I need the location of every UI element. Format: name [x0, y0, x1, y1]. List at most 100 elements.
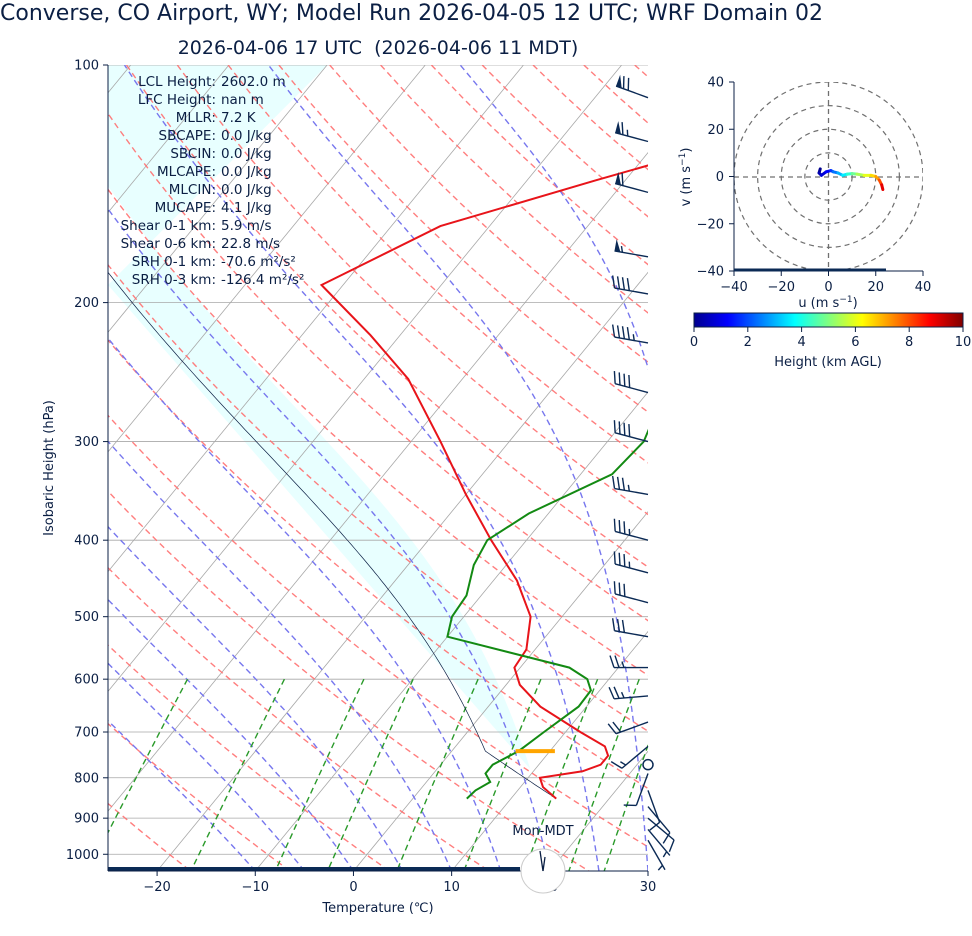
- dry-adiabat: [227, 65, 648, 464]
- barb-full: [623, 583, 626, 597]
- barb-full: [611, 275, 616, 289]
- barb-shaft: [614, 432, 649, 443]
- index-value: 7.2 K: [221, 110, 257, 126]
- isotherm-lines: [108, 65, 648, 871]
- wind-barb: [611, 324, 649, 344]
- barb-full: [621, 619, 626, 633]
- barb-flag: [614, 239, 621, 252]
- x-tick-label: 0: [349, 880, 357, 895]
- moist-adiabat: [108, 440, 453, 871]
- y-tick-label: 200: [74, 296, 99, 311]
- barb-full: [621, 172, 624, 186]
- barb-shaft: [614, 593, 649, 604]
- index-label: MUCAPE:: [155, 200, 216, 216]
- pressure-gridlines: [108, 65, 648, 855]
- isotherm-line: [108, 65, 230, 214]
- mixing-ratio-line: [523, 678, 599, 871]
- barb-full: [618, 552, 621, 566]
- x-tick-label: 10: [443, 880, 460, 895]
- index-label: LFC Height:: [138, 92, 216, 108]
- cape-shading: [108, 65, 531, 770]
- barb-full: [623, 373, 626, 387]
- barb-full: [611, 475, 616, 489]
- barb-full: [613, 371, 616, 384]
- dry-adiabat: [108, 339, 648, 790]
- index-value: 0.0 J/kg: [221, 128, 272, 144]
- barb-full: [616, 325, 621, 339]
- barb-shaft: [621, 745, 649, 769]
- clock-icon: [520, 848, 566, 894]
- barb-full: [626, 278, 630, 291]
- barb-full: [649, 821, 661, 831]
- barb-full: [611, 324, 616, 338]
- barb-full: [613, 551, 616, 565]
- hodograph-ticks: −40 −20 0 20 40 −40 −20 0 20 40: [697, 76, 932, 296]
- colorbar-label: Height (km AGL): [774, 355, 882, 370]
- skewt-plot-area: −20−100102030 10020030040050060070080090…: [42, 59, 723, 916]
- barb-full: [621, 477, 626, 491]
- wind-barb: [611, 275, 649, 295]
- y-tick-label: 400: [74, 534, 99, 549]
- colorbar-tick-label: 2: [744, 335, 752, 350]
- barb-full: [662, 832, 671, 844]
- wind-barb: [647, 790, 661, 831]
- barb-full: [618, 582, 621, 596]
- index-value: 22.8 m/s: [221, 236, 280, 252]
- mixing-ratio-line: [326, 678, 414, 871]
- barb-shaft: [614, 336, 649, 344]
- sounding-indices: LCL Height: 2602.0 m LFC Height: nan m MLLR:…: [121, 74, 305, 288]
- barb-shaft: [614, 250, 649, 258]
- isotherm-line: [353, 511, 648, 871]
- wind-barb: [608, 686, 649, 700]
- barb-flag: [616, 74, 622, 89]
- index-label: SRH 0-1 km:: [132, 254, 216, 270]
- dry-adiabat: [108, 188, 648, 677]
- barb-full: [616, 476, 621, 490]
- x-tick-label: −10: [242, 880, 269, 895]
- barb-shaft: [615, 721, 649, 735]
- dry-adiabat: [108, 414, 648, 848]
- wind-barb: [647, 817, 675, 853]
- isotherm-line: [451, 630, 648, 871]
- height-colorbar: 0 2 4 6 8 10 Height (km AGL): [690, 312, 971, 370]
- y-tick-label: 500: [74, 610, 99, 625]
- hodograph-segment: [880, 183, 885, 191]
- mixing-ratio-line: [108, 678, 189, 835]
- hodograph-x-label: u (m s−1): [798, 295, 857, 311]
- y-axis-ticks: 100 200 300 400 500 600 700 800 900 1000: [66, 59, 108, 863]
- barb-full: [613, 518, 616, 532]
- sounding-profiles: [319, 164, 648, 800]
- dewpoint-line: [446, 428, 648, 800]
- barb-full: [628, 374, 631, 388]
- barb-half: [632, 334, 635, 341]
- parcel-line: [108, 271, 557, 799]
- isotherm-line: [108, 151, 648, 812]
- barb-full: [626, 327, 630, 340]
- barb-shaft: [615, 85, 649, 99]
- moist-adiabat: [108, 662, 305, 871]
- wind-barbs: [607, 74, 675, 871]
- isotherm-line: [108, 65, 328, 333]
- index-label: SRH 0-3 km:: [132, 272, 216, 288]
- wind-barb: [614, 239, 649, 258]
- barb-shaft: [614, 287, 649, 295]
- mixing-ratio-line: [659, 679, 723, 871]
- index-value: 0.0 J/kg: [221, 146, 272, 162]
- barb-full: [616, 619, 621, 632]
- barb-full: [623, 521, 626, 535]
- index-value: 0.0 J/kg: [221, 164, 272, 180]
- index-value: 0.0 J/kg: [221, 182, 272, 198]
- isotherm-line: [108, 65, 622, 693]
- wind-barb: [615, 74, 649, 99]
- hodo-x-tick-label: −40: [720, 280, 747, 295]
- hodo-y-tick-label: −40: [697, 265, 724, 280]
- wind-barb: [647, 828, 671, 858]
- index-label: MLCIN:: [169, 182, 216, 198]
- index-label: SBCIN:: [170, 146, 216, 162]
- barb-full: [612, 721, 622, 733]
- y-tick-label: 900: [74, 812, 99, 827]
- chart-title: Converse, CO Airport, WY; Model Run 2026…: [0, 1, 824, 26]
- wind-barb: [613, 551, 649, 574]
- dry-adiabat: [108, 566, 490, 871]
- index-value: 2602.0 m: [221, 74, 286, 90]
